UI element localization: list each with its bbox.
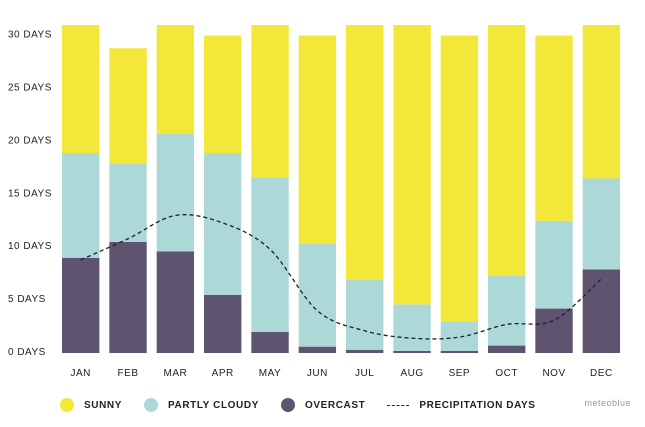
bar-sunny-jun xyxy=(298,35,337,245)
bar-sunny-aug xyxy=(393,25,431,305)
legend-item-precipitation: PRECIPITATION DAYS xyxy=(387,400,535,411)
y-tick-label: 20 DAYS xyxy=(8,135,52,146)
bar-sunny-dec xyxy=(582,25,621,179)
bar-sunny-may xyxy=(251,25,289,178)
bar-sunny-feb xyxy=(109,48,147,164)
bar-partly-cloudy-dec xyxy=(582,178,621,270)
y-tick-label: 25 DAYS xyxy=(8,82,52,93)
bar-sunny-jul xyxy=(346,25,384,280)
bar-sunny-nov xyxy=(535,35,573,221)
legend-label-overcast: OVERCAST xyxy=(304,399,366,411)
x-tick-label-mar: MAR xyxy=(163,368,187,379)
bar-overcast-aug xyxy=(393,350,431,353)
legend-label-partly-cloudy: PARTLY CLOUDY xyxy=(168,399,259,411)
legend: SUNNY PARTLY CLOUDY OVERCAST PRECIPITATI… xyxy=(60,396,536,414)
x-tick-label-jun: JUN xyxy=(307,368,328,379)
x-tick-label-aug: AUG xyxy=(400,368,423,379)
bar-partly-cloudy-may xyxy=(251,177,289,332)
bar-partly-cloudy-jul xyxy=(346,279,384,350)
x-tick-label-jan: JAN xyxy=(70,368,90,379)
legend-label-precipitation: PRECIPITATION DAYS xyxy=(419,399,536,411)
bar-overcast-nov xyxy=(535,308,573,353)
bar-sunny-jan xyxy=(62,25,100,154)
y-tick-label: 15 DAYS xyxy=(8,188,52,199)
bar-overcast-jan xyxy=(62,257,100,353)
bar-partly-cloudy-nov xyxy=(535,220,573,309)
y-tick-label: 10 DAYS xyxy=(8,241,52,252)
bar-overcast-may xyxy=(251,331,289,353)
x-tick-label-oct: OCT xyxy=(495,368,518,379)
y-tick-label: 5 DAYS xyxy=(8,294,46,305)
bar-partly-cloudy-sep xyxy=(440,321,479,351)
x-tick-label-dec: DEC xyxy=(590,368,613,379)
x-tick-label-may: MAY xyxy=(259,368,281,379)
bar-partly-cloudy-jan xyxy=(62,153,100,258)
x-tick-label-nov: NOV xyxy=(542,368,565,379)
legend-swatch-overcast xyxy=(280,398,295,412)
bar-overcast-feb xyxy=(109,241,147,353)
bar-partly-cloudy-mar xyxy=(156,133,195,252)
bar-overcast-dec xyxy=(582,269,621,353)
bar-partly-cloudy-jun xyxy=(298,244,337,347)
bar-overcast-oct xyxy=(488,345,526,353)
legend-swatch-sunny xyxy=(60,398,74,412)
bar-sunny-mar xyxy=(156,25,195,134)
stacked-bar-chart: 0 DAYS 5 DAYS 10 DAYS 15 DAYS 20 DAYS 25 DAYS… xyxy=(8,25,621,379)
bar-sunny-sep xyxy=(440,35,479,322)
legend-label-sunny: SUNNY xyxy=(84,399,123,411)
bar-overcast-mar xyxy=(156,251,195,353)
bar-partly-cloudy-oct xyxy=(488,275,526,346)
brand-logo: meteoblue xyxy=(584,398,631,408)
legend-swatch-partly-cloudy xyxy=(144,398,159,412)
y-tick-label: 0 DAYS xyxy=(8,347,46,358)
bar-sunny-oct xyxy=(488,25,526,276)
legend-item-partly-cloudy: PARTLY CLOUDY xyxy=(144,398,259,412)
bar-overcast-jun xyxy=(298,346,337,353)
x-tick-label-sep: SEP xyxy=(449,368,471,379)
bar-overcast-sep xyxy=(440,350,479,353)
bar-partly-cloudy-apr xyxy=(204,153,242,295)
bar-overcast-jul xyxy=(346,349,384,353)
bar-partly-cloudy-feb xyxy=(109,163,147,242)
legend-swatch-precipitation xyxy=(387,404,410,406)
x-tick-label-jul: JUL xyxy=(355,368,374,379)
x-tick-label-apr: APR xyxy=(212,368,234,379)
precipitation-days-line xyxy=(80,214,602,340)
y-tick-label: 30 DAYS xyxy=(8,30,52,41)
bar-partly-cloudy-aug xyxy=(393,304,431,351)
legend-item-sunny: SUNNY xyxy=(60,398,122,412)
bar-overcast-apr xyxy=(204,294,242,353)
legend-item-overcast: OVERCAST xyxy=(280,398,366,412)
x-tick-label-feb: FEB xyxy=(118,368,139,379)
bar-sunny-apr xyxy=(204,35,242,154)
